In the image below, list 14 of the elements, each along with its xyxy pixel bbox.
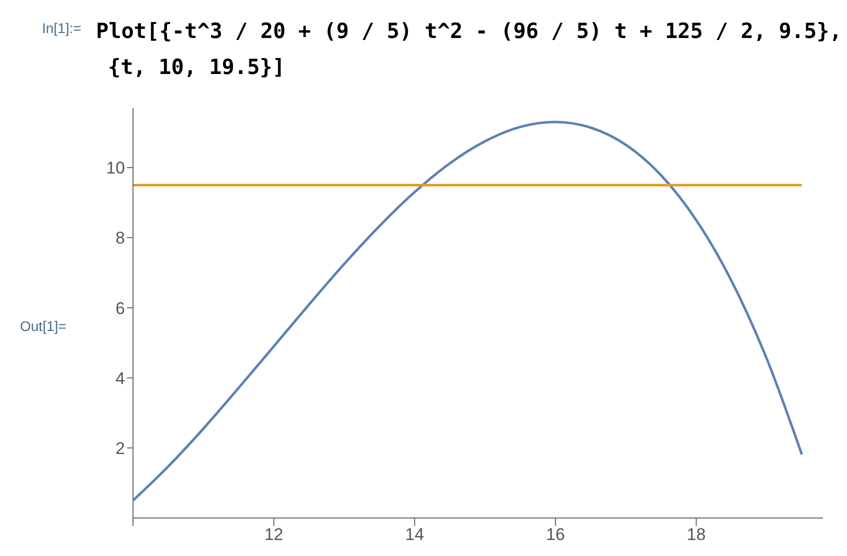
text: Out[1]= — [20, 318, 66, 334]
x-tick-label: 12 — [264, 525, 284, 544]
y-tick-label: 2 — [116, 438, 125, 458]
y-tick-label: 6 — [116, 298, 125, 318]
text: Plot[{-t^3 / 20 + (9 / 5) t^2 - (96 / 5) t + 125 / 2, 9.5}, — [96, 18, 842, 45]
y-tick-label: 4 — [116, 368, 125, 388]
y-tick-label: 8 — [116, 228, 125, 248]
text: {t, 10, 19.5}] — [107, 54, 286, 81]
y-tick-label: 10 — [106, 158, 125, 178]
x-tick-label: 14 — [405, 525, 424, 544]
x-tick-label: 16 — [546, 525, 565, 544]
text: In[1]:= — [42, 20, 82, 36]
x-tick-label: 18 — [686, 525, 706, 544]
line-series — [133, 120, 804, 502]
